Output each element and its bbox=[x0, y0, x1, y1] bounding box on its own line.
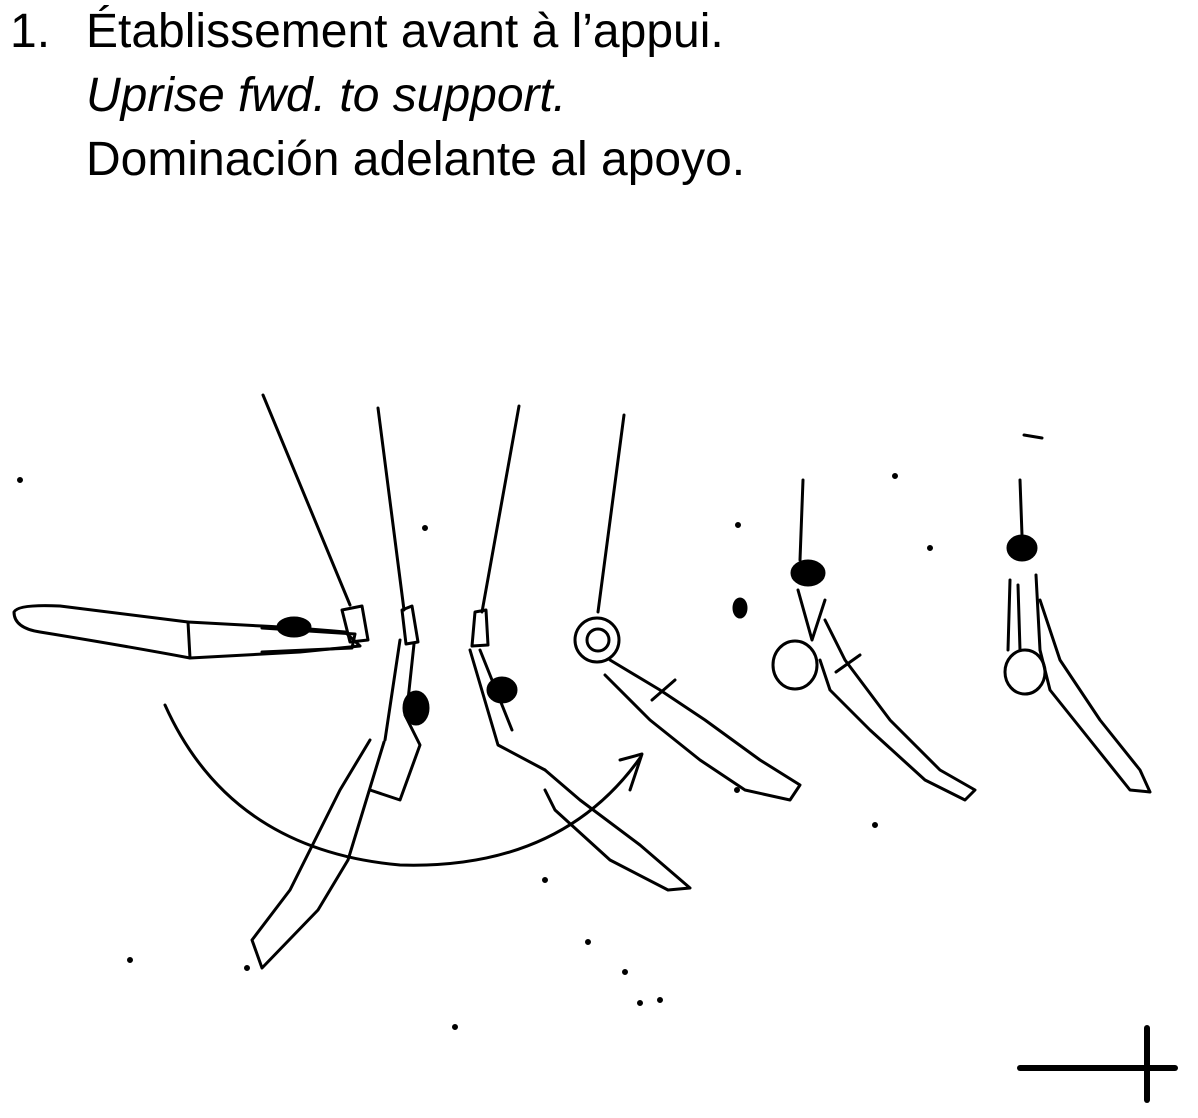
strap-line bbox=[798, 478, 805, 562]
strap-line bbox=[480, 404, 521, 614]
speck bbox=[127, 957, 133, 963]
head bbox=[585, 627, 611, 653]
element-name-spanish: Dominación adelante al apoyo. bbox=[86, 133, 746, 186]
speck bbox=[732, 597, 748, 619]
speck bbox=[244, 965, 250, 971]
speck bbox=[657, 997, 663, 1003]
strap-line bbox=[261, 393, 352, 607]
phase-3-pike bbox=[468, 404, 692, 892]
swing-arc bbox=[163, 703, 642, 867]
body-outline bbox=[12, 604, 362, 660]
phase-1-horizontal-hang bbox=[12, 393, 370, 660]
element-number: 1. bbox=[10, 5, 51, 58]
speck bbox=[17, 477, 23, 483]
ring bbox=[573, 616, 621, 664]
phase-2-inverted-hang bbox=[250, 406, 430, 970]
head bbox=[276, 616, 312, 638]
rings-symbol bbox=[1017, 1025, 1178, 1103]
strap-line bbox=[596, 413, 626, 614]
ring bbox=[1003, 648, 1047, 696]
element-name-french: Établissement avant à l’appui. bbox=[86, 5, 724, 58]
hip-line bbox=[834, 653, 862, 674]
body-outline bbox=[250, 738, 386, 970]
phase-4-rising bbox=[573, 413, 802, 802]
element-name-english: Uprise fwd. to support. bbox=[86, 69, 567, 122]
speck bbox=[452, 1024, 458, 1030]
speck bbox=[585, 939, 591, 945]
speck bbox=[637, 1000, 643, 1006]
head bbox=[1006, 534, 1038, 562]
hip-line bbox=[186, 620, 192, 660]
arrow-head bbox=[618, 752, 644, 792]
speck bbox=[872, 822, 878, 828]
speck bbox=[734, 787, 740, 793]
hip-line bbox=[650, 678, 677, 702]
strap-line bbox=[1018, 478, 1024, 537]
ring bbox=[340, 604, 370, 644]
strap-line bbox=[376, 406, 406, 612]
arm-outline bbox=[1006, 573, 1042, 652]
scan-specks bbox=[17, 473, 933, 1030]
body-outline bbox=[543, 768, 692, 892]
ring bbox=[400, 604, 420, 646]
ring bbox=[470, 608, 490, 648]
caption-line-french: 1. Établissement avant à l’appui. bbox=[10, 0, 745, 64]
speck bbox=[892, 473, 898, 479]
speck bbox=[927, 545, 933, 551]
speck bbox=[422, 525, 428, 531]
arm-outline bbox=[468, 648, 547, 772]
speck bbox=[622, 969, 628, 975]
speck bbox=[735, 522, 741, 528]
head bbox=[402, 690, 430, 726]
arm-outline bbox=[796, 588, 827, 642]
strap-line bbox=[1022, 433, 1044, 440]
body-outline bbox=[1038, 598, 1152, 794]
torso-outline bbox=[368, 713, 422, 802]
ring bbox=[771, 639, 819, 691]
speck bbox=[542, 877, 548, 883]
swing-arc-arrow bbox=[163, 703, 644, 867]
head bbox=[790, 559, 826, 587]
body-outline bbox=[603, 658, 802, 802]
phase-5-support-arrival bbox=[732, 478, 977, 802]
head bbox=[486, 676, 518, 704]
body-outline bbox=[818, 618, 977, 802]
element-caption: 1. Établissement avant à l’appui. Uprise… bbox=[10, 0, 745, 192]
phase-6-support bbox=[1003, 433, 1152, 794]
arm-outline bbox=[383, 638, 416, 742]
